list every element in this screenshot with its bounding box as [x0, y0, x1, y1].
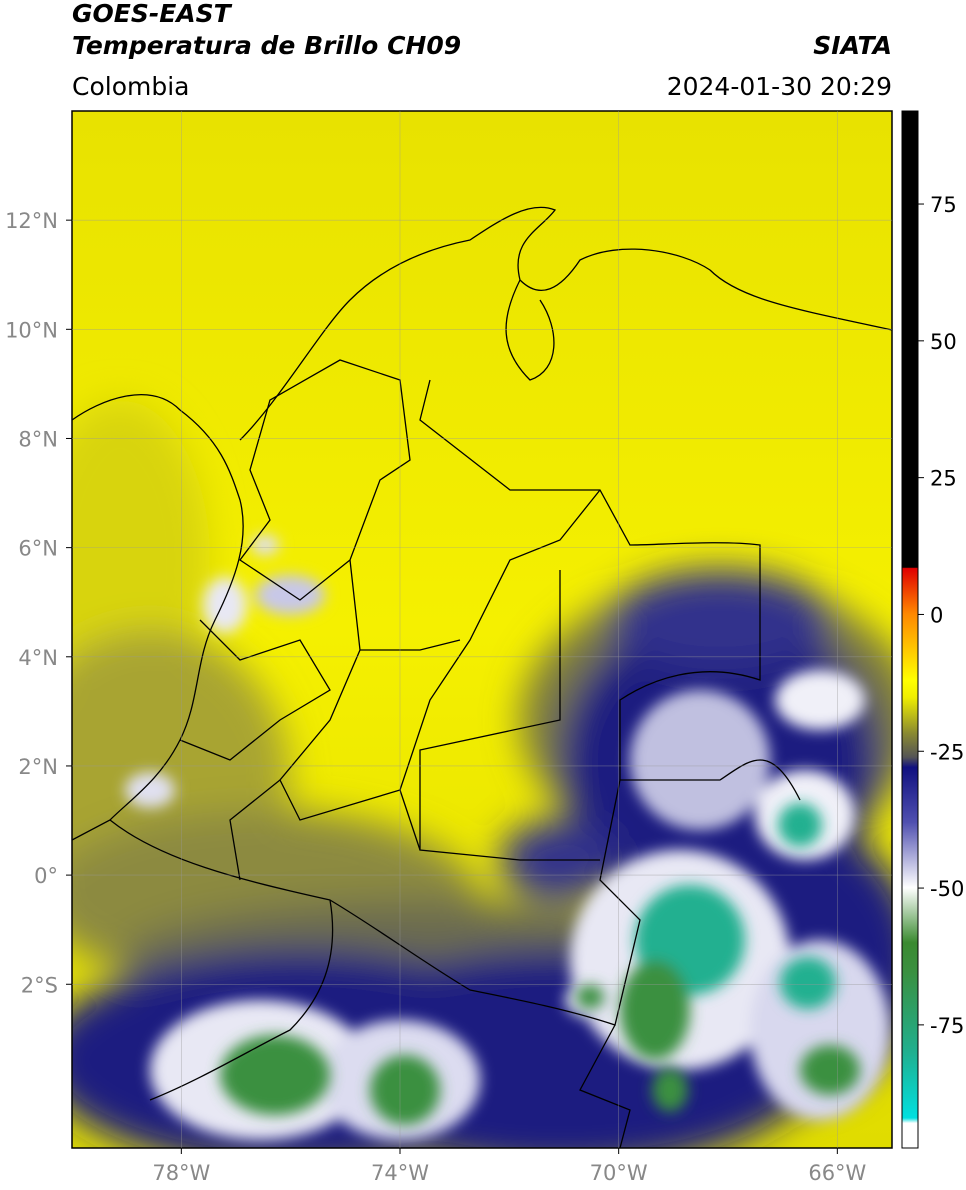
- source: SIATA: [813, 31, 892, 60]
- colorbar-tick-label: 50: [930, 330, 957, 354]
- colorbar-tick-label: 75: [930, 193, 957, 217]
- map-imagery: [72, 111, 892, 1148]
- colorbar-tick-label: 0: [930, 603, 943, 627]
- x-tick-label: 66°W: [808, 1161, 866, 1185]
- y-tick-label: 2°S: [21, 973, 58, 997]
- colorbar-tick-label: -50: [930, 877, 964, 901]
- colorbar-tick-label: 25: [930, 467, 957, 491]
- y-tick-label: 12°N: [5, 209, 58, 233]
- region: Colombia: [72, 72, 189, 101]
- x-tick-label: 78°W: [152, 1161, 210, 1185]
- datetime: 2024-01-30 20:29: [667, 72, 892, 101]
- y-tick-label: 4°N: [18, 646, 58, 670]
- subtitle: Temperatura de Brillo CH09: [72, 31, 461, 60]
- y-tick-label: 6°N: [18, 537, 58, 561]
- y-tick-label: 0°: [34, 864, 58, 888]
- colorbar-tick-label: -25: [930, 740, 964, 764]
- title: GOES-EAST: [72, 0, 233, 28]
- y-tick-label: 2°N: [18, 755, 58, 779]
- x-tick-label: 70°W: [590, 1161, 648, 1185]
- colorbar-tick-label: -75: [930, 1014, 964, 1038]
- map-frame: [71, 110, 893, 1149]
- y-tick-label: 8°N: [18, 427, 58, 451]
- y-tick-label: 10°N: [5, 318, 58, 342]
- colorbar: [901, 110, 919, 1149]
- x-tick-label: 74°W: [371, 1161, 429, 1185]
